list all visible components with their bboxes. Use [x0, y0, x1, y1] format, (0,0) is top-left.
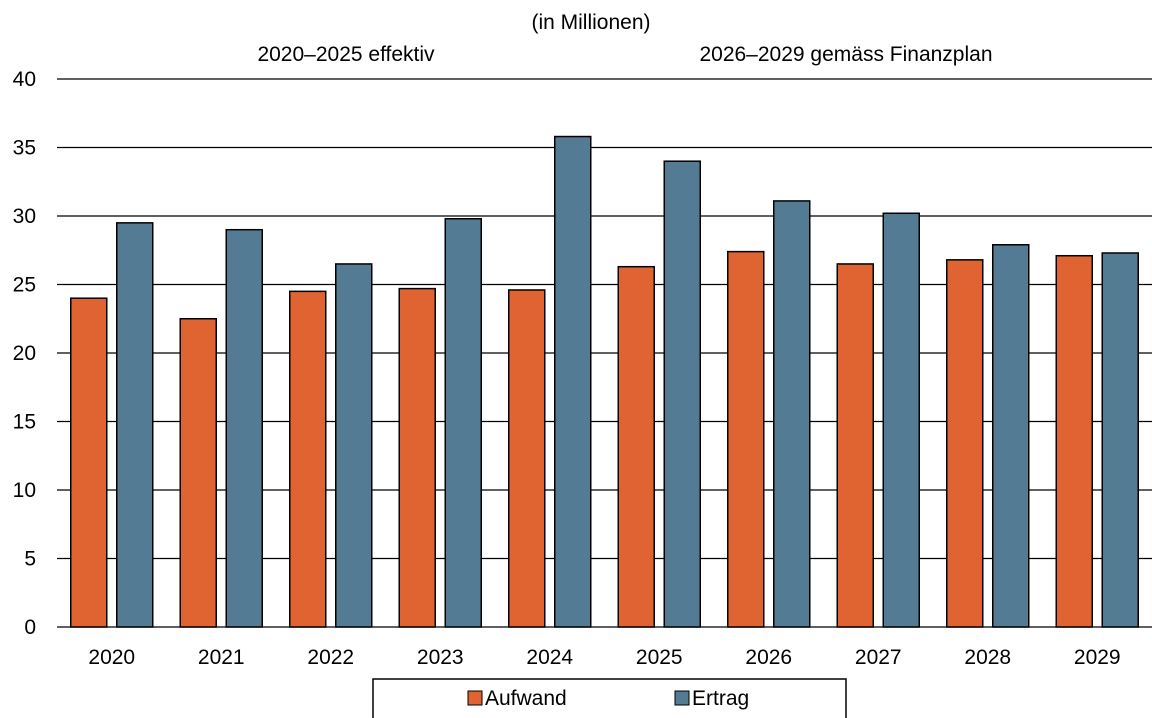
bar-ertrag-2029: [1101, 252, 1139, 628]
x-tick-label: 2025: [636, 646, 683, 669]
bar-ertrag-2022: [335, 263, 373, 628]
bar-aufwand-2026: [727, 250, 765, 628]
x-tick-label: 2027: [855, 646, 902, 669]
y-tick-label: 0: [24, 616, 36, 639]
annotation-finanzplan: 2026–2029 gemäss Finanzplan: [699, 43, 992, 66]
bar-aufwand-2023: [398, 287, 436, 628]
x-tick-label: 2023: [417, 646, 464, 669]
x-tick-label: 2029: [1074, 646, 1121, 669]
bar-ertrag-2027: [882, 212, 920, 628]
annotation-effektiv: 2020–2025 effektiv: [257, 43, 435, 66]
legend: Aufwand Ertrag: [372, 678, 847, 718]
legend-swatch-aufwand: [467, 690, 483, 706]
bar-aufwand-2027: [836, 263, 874, 628]
x-tick-labels: 2020 2021 2022 2023 2024 2025 2026 2027 2028 2029: [88, 646, 1120, 669]
bar-aufwand-2029: [1055, 254, 1093, 628]
bar-ertrag-2028: [992, 244, 1030, 628]
x-tick-label: 2020: [88, 646, 135, 669]
y-tick-label: 5: [24, 548, 36, 571]
y-tick-label: 20: [13, 342, 36, 365]
x-tick-label: 2022: [307, 646, 354, 669]
bar-aufwand-2028: [946, 259, 984, 628]
bar-ertrag-2026: [773, 200, 811, 628]
bar-ertrag-2024: [554, 135, 592, 628]
y-tick-label: 35: [13, 137, 36, 160]
y-tick-label: 10: [13, 479, 36, 502]
bar-ertrag-2023: [444, 217, 482, 628]
x-tick-label: 2021: [198, 646, 245, 669]
legend-label-ertrag: Ertrag: [692, 687, 749, 710]
legend-box: [372, 678, 847, 718]
bar-aufwand-2024: [508, 289, 546, 628]
x-tick-label: 2024: [526, 646, 573, 669]
y-tick-label: 25: [13, 274, 36, 297]
bar-aufwand-2021: [179, 318, 217, 628]
x-tick-label: 2026: [745, 646, 792, 669]
bar-ertrag-2025: [663, 160, 701, 628]
bar-aufwand-2020: [70, 297, 108, 628]
gridlines: [57, 78, 1152, 628]
y-tick-label: 40: [13, 68, 36, 91]
y-tick-labels: 0 5 10 15 20 25 30 35 40: [13, 68, 36, 639]
bar-aufwand-2025: [617, 265, 655, 628]
legend-label-aufwand: Aufwand: [485, 687, 567, 710]
bar-aufwand-2022: [289, 290, 327, 628]
legend-swatch-ertrag: [674, 690, 690, 706]
bars: [70, 135, 1139, 628]
y-tick-label: 30: [13, 205, 36, 228]
x-tick-label: 2028: [964, 646, 1011, 669]
bar-ertrag-2020: [116, 222, 154, 628]
y-tick-label: 15: [13, 411, 36, 434]
chart-subtitle: (in Millionen): [531, 11, 650, 34]
bar-ertrag-2021: [225, 228, 263, 628]
